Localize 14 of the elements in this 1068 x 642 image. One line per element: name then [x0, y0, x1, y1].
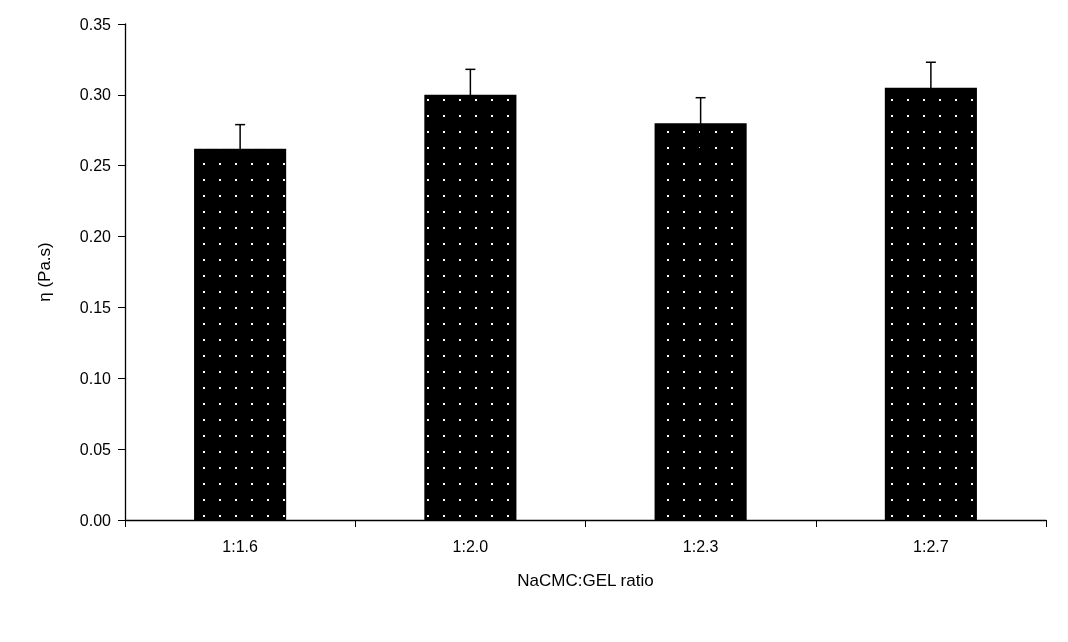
x-tick-label: 1:2.3 [682, 537, 719, 555]
y-tick-label: 0.00 [79, 511, 112, 529]
x-axis-title: NaCMC:GEL ratio [517, 571, 654, 590]
x-tick-label: 1:1.6 [222, 537, 259, 555]
y-tick-label: 0.25 [79, 157, 112, 175]
y-tick-label: 0.15 [79, 298, 112, 316]
y-tick-label: 0.20 [79, 228, 112, 246]
y-tick-label: 0.10 [79, 369, 112, 387]
y-axis-title: η (Pa.s) [35, 242, 54, 302]
x-tick-label: 1:2.7 [913, 537, 949, 555]
x-tick-label: 1:2.0 [452, 537, 489, 555]
y-tick-label: 0.30 [79, 86, 112, 104]
y-tick-label: 0.05 [79, 440, 112, 458]
y-tick-label: 0.35 [79, 15, 112, 33]
